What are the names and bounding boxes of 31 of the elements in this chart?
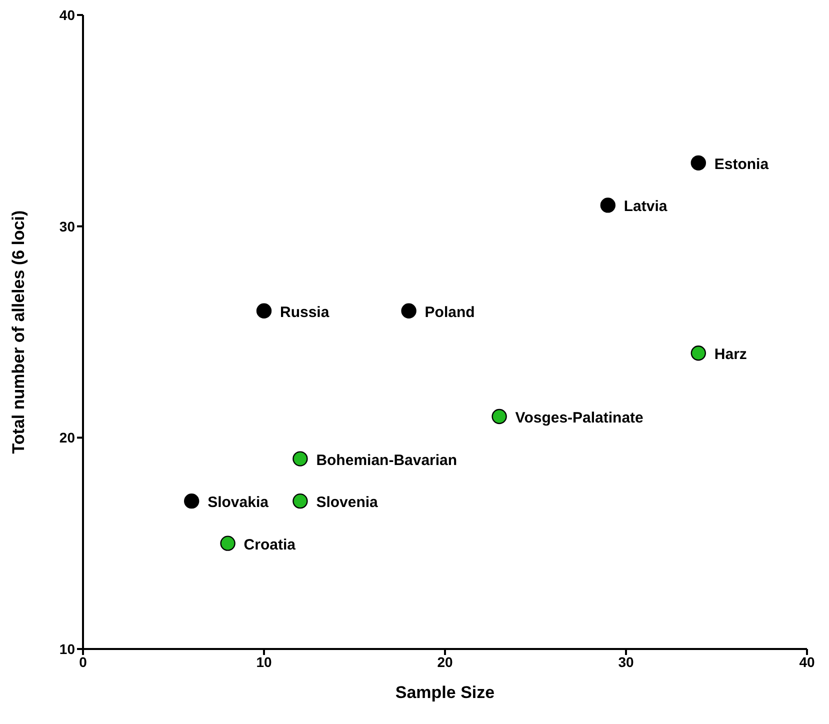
point <box>600 198 616 213</box>
point <box>492 408 507 424</box>
point <box>184 493 200 509</box>
y-tick-label: 40 <box>59 6 76 23</box>
y-axis-title: Total number of alleles (6 loci) <box>9 210 28 454</box>
y-tick-label: 10 <box>59 640 76 657</box>
y-tick-label: 20 <box>59 430 76 446</box>
point <box>220 536 236 551</box>
annotation: Slovakia <box>208 494 270 512</box>
annotation: Latvia <box>624 198 668 216</box>
annotation: Estonia <box>714 156 770 173</box>
annotation: Harz <box>714 346 747 364</box>
x-tick-label: 0 <box>79 654 88 670</box>
annotation: Russia <box>280 304 330 321</box>
point <box>292 493 308 509</box>
point <box>292 451 308 466</box>
annotation: Vosges-Palatinate <box>515 410 644 427</box>
annotation: Croatia <box>244 536 296 554</box>
annotation: Bohemian-Bavarian <box>316 452 458 469</box>
point <box>256 303 272 318</box>
annotation: Poland <box>424 304 475 321</box>
point <box>690 155 706 171</box>
x-tick-label: 40 <box>799 654 815 670</box>
y-tick-label: 30 <box>59 218 76 234</box>
x-tick-label: 10 <box>256 654 272 670</box>
annotation: Slovenia <box>316 494 379 512</box>
x-tick-label: 30 <box>618 654 634 670</box>
x-tick-label: 20 <box>437 654 453 670</box>
x-axis-title: Sample Size <box>395 683 495 702</box>
point <box>690 346 706 361</box>
point <box>401 303 416 318</box>
